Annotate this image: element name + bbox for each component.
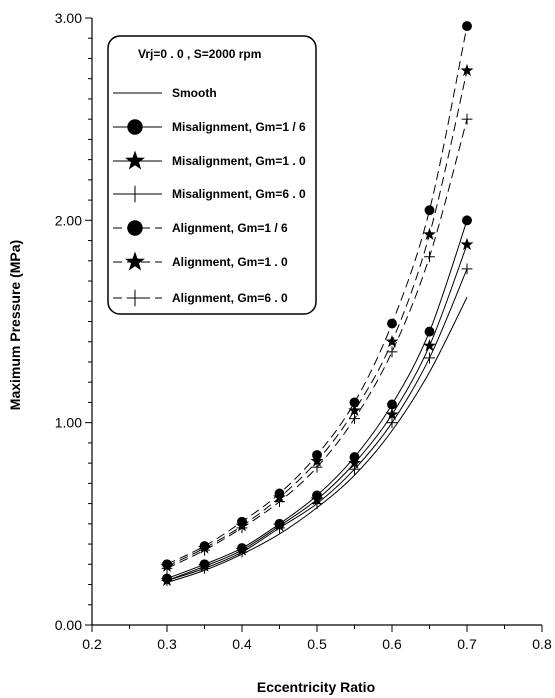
series-7-point bbox=[349, 413, 360, 425]
legend-marker-4 bbox=[126, 185, 144, 203]
series-4-point bbox=[311, 498, 323, 509]
series-6-point bbox=[460, 63, 474, 77]
legend-marker-7 bbox=[126, 289, 144, 307]
series-7-point bbox=[424, 251, 435, 263]
series-4-point bbox=[349, 463, 360, 475]
legend-marker-2 bbox=[127, 119, 143, 135]
legend-marker-6 bbox=[125, 251, 145, 271]
x-axis-title: Eccentricity Ratio bbox=[257, 679, 375, 695]
series-3-point bbox=[423, 339, 436, 352]
series-5-point bbox=[387, 318, 397, 329]
series-3-point bbox=[385, 407, 399, 421]
x-tick-label: 0.3 bbox=[157, 636, 177, 652]
x-tick-label: 0.7 bbox=[457, 636, 477, 652]
series-7-point bbox=[461, 113, 473, 125]
x-tick-label: 0.2 bbox=[82, 636, 102, 652]
x-tick-label: 0.5 bbox=[307, 636, 327, 652]
axes: 0.2 0.3 0.4 0.5 0.6 0.7 0.8 0.00 1.00 2.00 3.00 bbox=[55, 10, 552, 652]
legend: Vrj=0 . 0 , S=2000 rpm Smooth Misalignmen… bbox=[107, 35, 317, 315]
series-6-point bbox=[348, 403, 361, 416]
series-2-point bbox=[462, 215, 472, 226]
y-tick-label: 3.00 bbox=[55, 10, 82, 26]
series-7-point bbox=[199, 544, 210, 556]
series-4-point bbox=[386, 417, 398, 429]
y-axis-title: Maximum Pressure (MPa) bbox=[7, 240, 23, 410]
series-3-point bbox=[348, 456, 361, 469]
legend-items: Smooth Misalignment, Gm=1 / 6 Misalignment… bbox=[113, 86, 306, 307]
series-4-point bbox=[461, 263, 473, 275]
x-tick-label: 0.6 bbox=[382, 636, 402, 652]
y-tick-label: 2.00 bbox=[55, 212, 82, 228]
legend-marker-3 bbox=[125, 150, 145, 170]
series-layer bbox=[160, 21, 474, 586]
series-6-point bbox=[423, 227, 436, 240]
x-tick-label: 0.4 bbox=[232, 636, 252, 652]
series-4-point bbox=[424, 352, 435, 364]
legend-label-2: Misalignment, Gm=1 / 6 bbox=[172, 120, 306, 134]
legend-label-6: Alignment, Gm=1 . 0 bbox=[172, 255, 288, 269]
series-4-point bbox=[236, 546, 248, 558]
legend-header: Vrj=0 . 0 , S=2000 rpm bbox=[138, 47, 261, 61]
series-6-point bbox=[310, 454, 324, 467]
series-4-point bbox=[199, 562, 210, 574]
series-2-point bbox=[387, 399, 397, 410]
legend-label-3: Misalignment, Gm=1 . 0 bbox=[172, 154, 306, 168]
series-6-point bbox=[385, 334, 399, 348]
series-4-point bbox=[161, 575, 173, 586]
series-7-point bbox=[236, 522, 248, 534]
series-5-point bbox=[349, 397, 360, 408]
legend-label-5: Alignment, Gm=1 / 6 bbox=[172, 221, 288, 235]
series-7-point bbox=[386, 346, 398, 358]
series-7-point bbox=[161, 562, 173, 574]
legend-box bbox=[107, 35, 317, 315]
series-3-point bbox=[460, 237, 474, 251]
legend-label-1: Smooth bbox=[172, 86, 217, 100]
series-5-point bbox=[424, 205, 435, 216]
y-tick-label: 0.00 bbox=[55, 617, 82, 633]
series-7-point bbox=[274, 496, 285, 507]
series-line-4 bbox=[166, 268, 468, 581]
y-tick-label: 1.00 bbox=[55, 415, 82, 431]
legend-label-4: Misalignment, Gm=6 . 0 bbox=[172, 187, 306, 201]
legend-marker-5 bbox=[127, 220, 143, 236]
x-tick-label: 0.8 bbox=[532, 636, 552, 652]
series-2-point bbox=[424, 326, 435, 337]
series-4-point bbox=[274, 522, 285, 534]
series-7-point bbox=[311, 461, 323, 473]
series-5-point bbox=[462, 21, 472, 32]
series-line-1 bbox=[166, 296, 468, 583]
legend-label-7: Alignment, Gm=6 . 0 bbox=[172, 291, 288, 305]
